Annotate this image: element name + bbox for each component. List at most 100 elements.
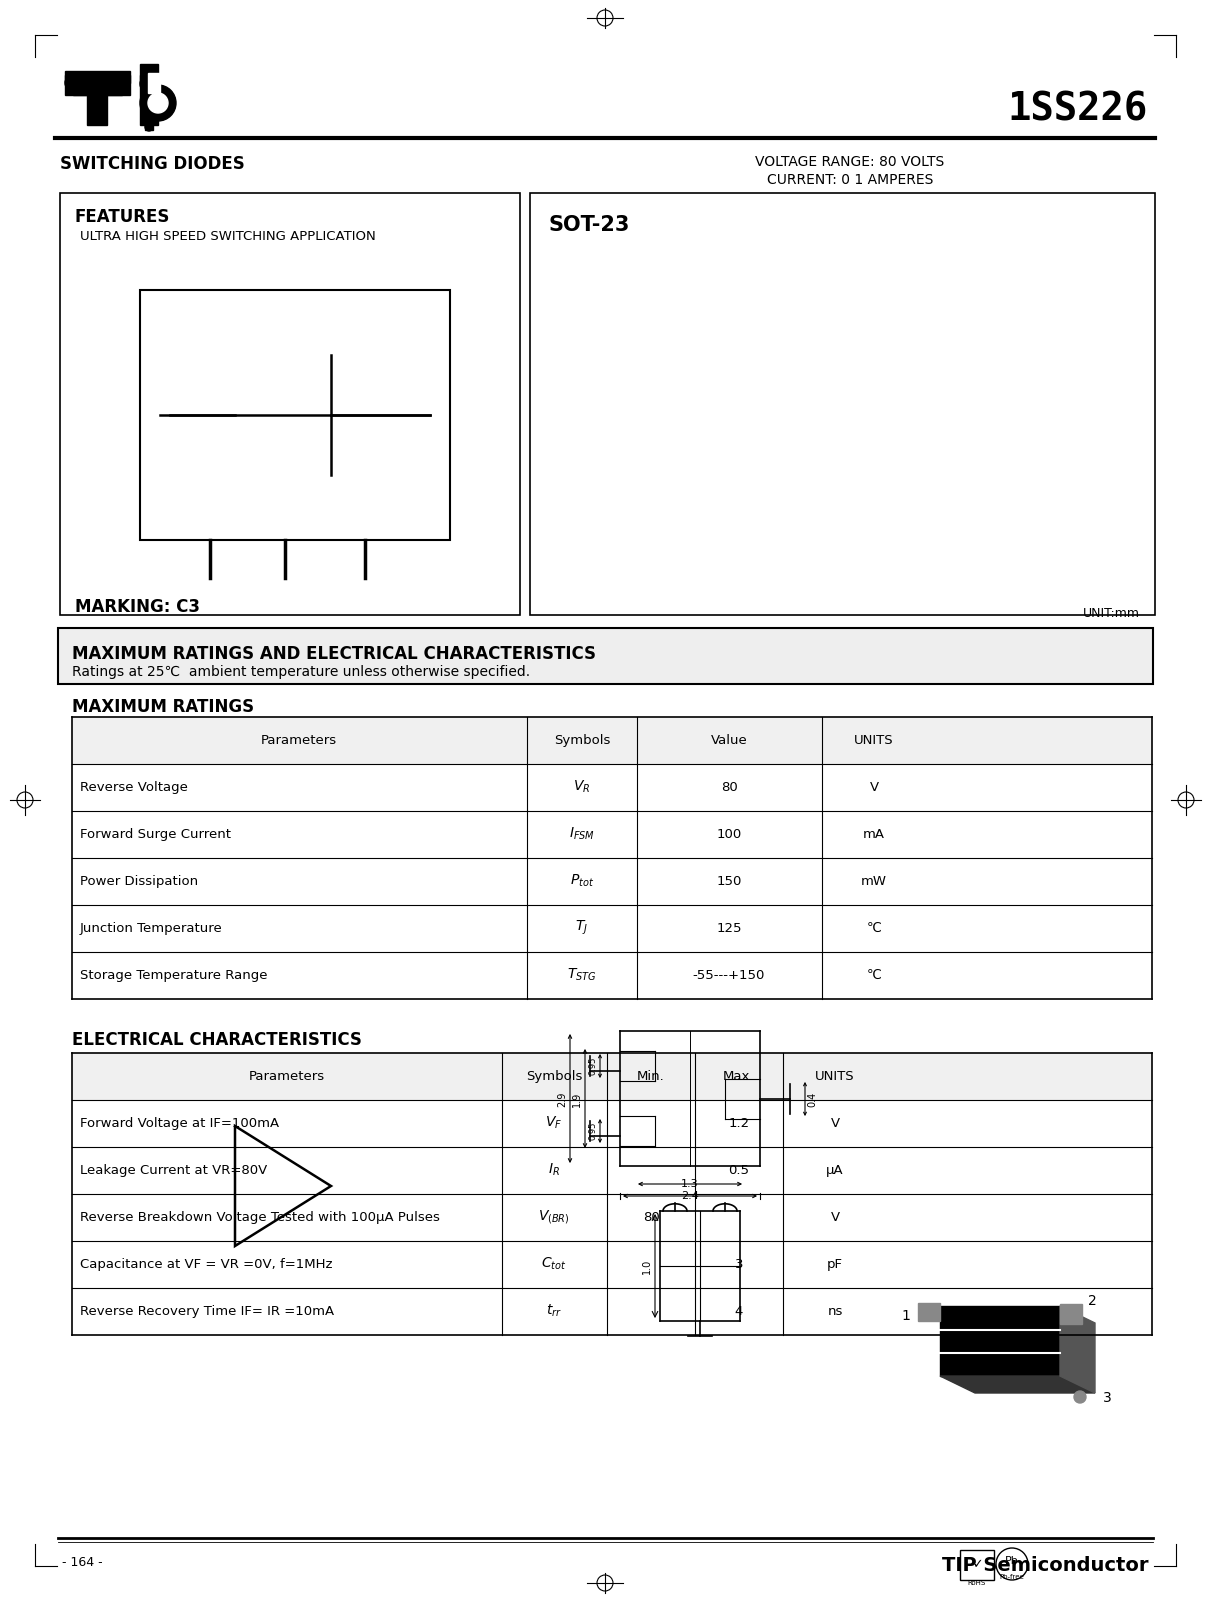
Text: Symbols: Symbols — [526, 1069, 582, 1082]
Text: Max.: Max. — [723, 1069, 754, 1082]
Text: CURRENT: 0 1 AMPERES: CURRENT: 0 1 AMPERES — [767, 173, 934, 187]
Text: mA: mA — [863, 828, 885, 841]
Text: VOLTAGE RANGE: 80 VOLTS: VOLTAGE RANGE: 80 VOLTS — [756, 155, 945, 170]
Text: UNITS: UNITS — [854, 733, 894, 746]
Circle shape — [145, 123, 153, 131]
Text: Junction Temperature: Junction Temperature — [80, 922, 223, 935]
Text: ELECTRICAL CHARACTERISTICS: ELECTRICAL CHARACTERISTICS — [71, 1031, 362, 1049]
Text: Power Dissipation: Power Dissipation — [80, 874, 199, 887]
Circle shape — [65, 75, 81, 91]
Text: MARKING: C3: MARKING: C3 — [75, 599, 200, 616]
Text: V: V — [831, 1210, 839, 1223]
Text: $V_F$: $V_F$ — [545, 1114, 563, 1132]
Bar — [87, 94, 107, 125]
Bar — [71, 717, 1152, 764]
Text: Ratings at 25℃  ambient temperature unless otherwise specified.: Ratings at 25℃ ambient temperature unles… — [71, 664, 530, 679]
Text: Value: Value — [711, 733, 747, 746]
Text: TIP Semiconductor: TIP Semiconductor — [941, 1556, 1148, 1575]
Text: Pb: Pb — [1005, 1556, 1018, 1566]
Text: Min.: Min. — [637, 1069, 665, 1082]
Text: V: V — [869, 781, 878, 794]
Text: Reverse Voltage: Reverse Voltage — [80, 781, 188, 794]
Text: ℃: ℃ — [867, 969, 882, 981]
Circle shape — [1074, 1391, 1086, 1402]
Text: -55---+150: -55---+150 — [693, 969, 765, 981]
Text: 1.0: 1.0 — [642, 1258, 652, 1274]
Text: Parameters: Parameters — [249, 1069, 325, 1082]
Text: 2: 2 — [1087, 1294, 1097, 1308]
Text: UNIT:mm: UNIT:mm — [1083, 607, 1140, 620]
Circle shape — [140, 85, 176, 122]
Text: 1.9: 1.9 — [572, 1092, 582, 1106]
Text: - 164 -: - 164 - — [62, 1556, 103, 1569]
Circle shape — [148, 93, 168, 114]
Bar — [65, 75, 130, 94]
Text: ✓: ✓ — [971, 1558, 982, 1572]
Text: MAXIMUM RATINGS AND ELECTRICAL CHARACTERISTICS: MAXIMUM RATINGS AND ELECTRICAL CHARACTER… — [71, 645, 596, 663]
Bar — [65, 70, 130, 83]
Text: 125: 125 — [716, 922, 742, 935]
Bar — [73, 86, 122, 94]
Text: SOT-23: SOT-23 — [549, 215, 630, 235]
Text: μA: μA — [826, 1164, 844, 1177]
Text: Pb-free: Pb-free — [999, 1574, 1025, 1580]
Text: 3: 3 — [735, 1257, 744, 1271]
Text: SWITCHING DIODES: SWITCHING DIODES — [61, 155, 245, 173]
Bar — [71, 1053, 1152, 1100]
Text: Leakage Current at VR=80V: Leakage Current at VR=80V — [80, 1164, 268, 1177]
Text: Parameters: Parameters — [260, 733, 337, 746]
Bar — [140, 64, 157, 83]
Text: $T_{STG}$: $T_{STG}$ — [567, 967, 597, 983]
Text: Forward Surge Current: Forward Surge Current — [80, 828, 231, 841]
Polygon shape — [940, 1306, 1060, 1375]
Text: 1.2: 1.2 — [729, 1116, 750, 1129]
Bar — [61, 194, 520, 615]
Text: Reverse Breakdown Voltage Tested with 100μA Pulses: Reverse Breakdown Voltage Tested with 10… — [80, 1210, 440, 1223]
Text: V: V — [831, 1116, 839, 1129]
Bar — [145, 114, 153, 130]
Text: 1SS226: 1SS226 — [1008, 90, 1148, 128]
Text: $t_{rr}$: $t_{rr}$ — [546, 1303, 562, 1319]
Bar — [148, 74, 160, 93]
Text: 2.4: 2.4 — [681, 1191, 699, 1201]
Text: Forward Voltage at IF=100mA: Forward Voltage at IF=100mA — [80, 1116, 279, 1129]
Bar — [140, 290, 450, 540]
Text: 150: 150 — [717, 874, 741, 887]
Text: ℃: ℃ — [867, 922, 882, 935]
Text: $C_{tot}$: $C_{tot}$ — [541, 1255, 567, 1273]
Text: RoHS: RoHS — [968, 1580, 986, 1587]
Text: 0.4: 0.4 — [807, 1092, 817, 1106]
Text: $I_{FSM}$: $I_{FSM}$ — [569, 826, 595, 842]
Text: 1: 1 — [901, 1310, 909, 1322]
Text: 0.95: 0.95 — [589, 1057, 598, 1076]
Text: Reverse Recovery Time IF= IR =10mA: Reverse Recovery Time IF= IR =10mA — [80, 1305, 334, 1318]
Text: 0.5: 0.5 — [729, 1164, 750, 1177]
Text: $V_{(BR)}$: $V_{(BR)}$ — [538, 1209, 570, 1226]
Bar — [530, 194, 1155, 615]
Circle shape — [114, 75, 130, 91]
Text: $T_J$: $T_J$ — [575, 919, 589, 937]
Text: UNITS: UNITS — [815, 1069, 855, 1082]
Bar — [960, 1550, 994, 1580]
Text: $I_R$: $I_R$ — [549, 1162, 559, 1178]
Text: 2.9: 2.9 — [557, 1092, 567, 1106]
Text: ULTRA HIGH SPEED SWITCHING APPLICATION: ULTRA HIGH SPEED SWITCHING APPLICATION — [80, 231, 375, 243]
Text: Storage Temperature Range: Storage Temperature Range — [80, 969, 268, 981]
Polygon shape — [1060, 1306, 1095, 1393]
Text: 4: 4 — [735, 1305, 744, 1318]
Polygon shape — [940, 1375, 1095, 1393]
Text: 1.3: 1.3 — [681, 1178, 699, 1190]
Bar — [58, 628, 1153, 684]
Text: 100: 100 — [717, 828, 741, 841]
Text: mW: mW — [861, 874, 886, 887]
Text: $P_{tot}$: $P_{tot}$ — [570, 873, 595, 889]
Text: 3: 3 — [1103, 1391, 1112, 1406]
Text: MAXIMUM RATINGS: MAXIMUM RATINGS — [71, 698, 254, 716]
Bar — [140, 75, 157, 125]
Text: Symbols: Symbols — [553, 733, 610, 746]
Text: 80: 80 — [643, 1210, 659, 1223]
Text: 0.95: 0.95 — [589, 1122, 598, 1140]
Text: $V_R$: $V_R$ — [573, 778, 591, 796]
Text: FEATURES: FEATURES — [75, 208, 171, 226]
Text: 80: 80 — [721, 781, 737, 794]
